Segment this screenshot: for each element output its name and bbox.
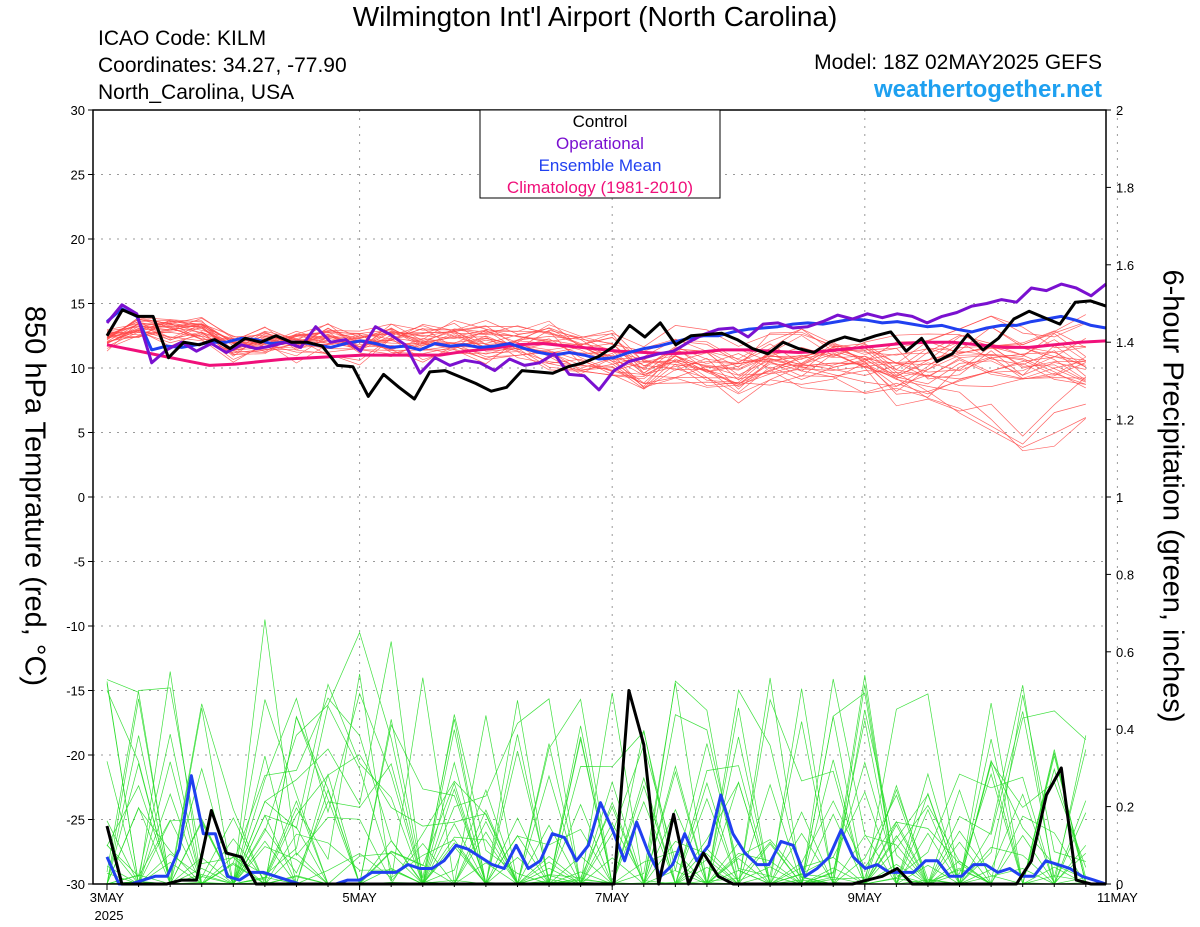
y-tick-label: -30 [66,877,85,892]
y-tick-label: 10 [71,361,85,376]
y2-tick-label: 1.4 [1116,335,1134,350]
precip-member-line [106,631,1086,885]
x-tick-label: 5MAY [342,890,377,905]
icao-code: ICAO Code: KILM [98,27,267,50]
y-tick-label: -10 [66,619,85,634]
y-tick-label: 0 [78,490,85,505]
temp-member-line [106,322,1087,380]
temp-operational-line [105,282,1107,392]
site-link[interactable]: weathertogether.net [873,76,1102,103]
temp-member-line [106,320,1086,381]
y-tick-label: -15 [66,684,85,699]
ensemble-members [106,314,1087,886]
y2-tick-label: 2 [1116,103,1123,118]
temp-member-line [106,323,1087,390]
y-tick-label: 5 [78,426,85,441]
x-tick-label: 9MAY [848,890,883,905]
grid-lines [93,110,1118,884]
precip-member-line [106,687,1086,885]
highlighted-series [105,282,1107,886]
y-tick-label: 25 [71,168,85,183]
y-tick-label: 15 [71,297,85,312]
precip-member-line [106,675,1086,886]
legend-entry: Ensemble Mean [539,156,662,175]
y-tick-label: -20 [66,748,85,763]
legend-box [479,109,721,199]
temp-member-line [106,317,1086,395]
y2-tick-label: 0 [1116,877,1123,892]
temp-member-line [106,323,1086,368]
y-tick-label: 20 [71,232,85,247]
precip-member-line [107,709,1086,886]
temp-ensemble-mean-line [106,307,1107,361]
y2-tick-label: 0.8 [1116,567,1134,582]
y2-tick-label: 1.6 [1116,258,1134,273]
y-tick-label: -5 [73,555,85,570]
temp-control-line [105,299,1107,401]
axis-ticks: 302520151050-5-10-15-20-25-3021.81.61.41… [66,103,1138,923]
y2-tick-label: 0.2 [1116,800,1134,815]
temp-member-line [106,318,1086,392]
location: North_Carolina, USA [98,81,295,104]
chart-title: Wilmington Int'l Airport (North Carolina… [352,1,838,32]
y2-tick-label: 0.4 [1116,722,1134,737]
y2-tick-label: 1.8 [1116,180,1134,195]
y-tick-label: -25 [66,813,85,828]
legend: Control Operational Ensemble Mean Climatolo… [479,109,721,199]
x-tick-label: 11MAY [1097,890,1138,905]
x-tick-label: 7MAY [595,890,630,905]
y2-tick-label: 1.2 [1116,413,1134,428]
precip-member-line [106,761,1086,885]
temp-member-line [106,322,1086,389]
y2-tick-label: 1 [1116,490,1123,505]
precip-member-line [106,690,1087,885]
legend-entry: Climatology (1981-2010) [507,178,693,197]
x-tick-label: 3MAY [90,890,125,905]
legend-entry: Control [573,112,628,131]
model-run: Model: 18Z 02MAY2025 GEFS [814,51,1102,74]
y2-tick-label: 0.6 [1116,645,1134,660]
coordinates: Coordinates: 34.27, -77.90 [98,54,347,77]
x-tick-year: 2025 [95,908,124,923]
precip-member-line [106,673,1086,886]
precip-ensemble-mean-line [105,774,1107,886]
y-tick-label: 30 [71,103,85,118]
precip-member-line [106,692,1087,886]
legend-entry: Operational [556,134,644,153]
